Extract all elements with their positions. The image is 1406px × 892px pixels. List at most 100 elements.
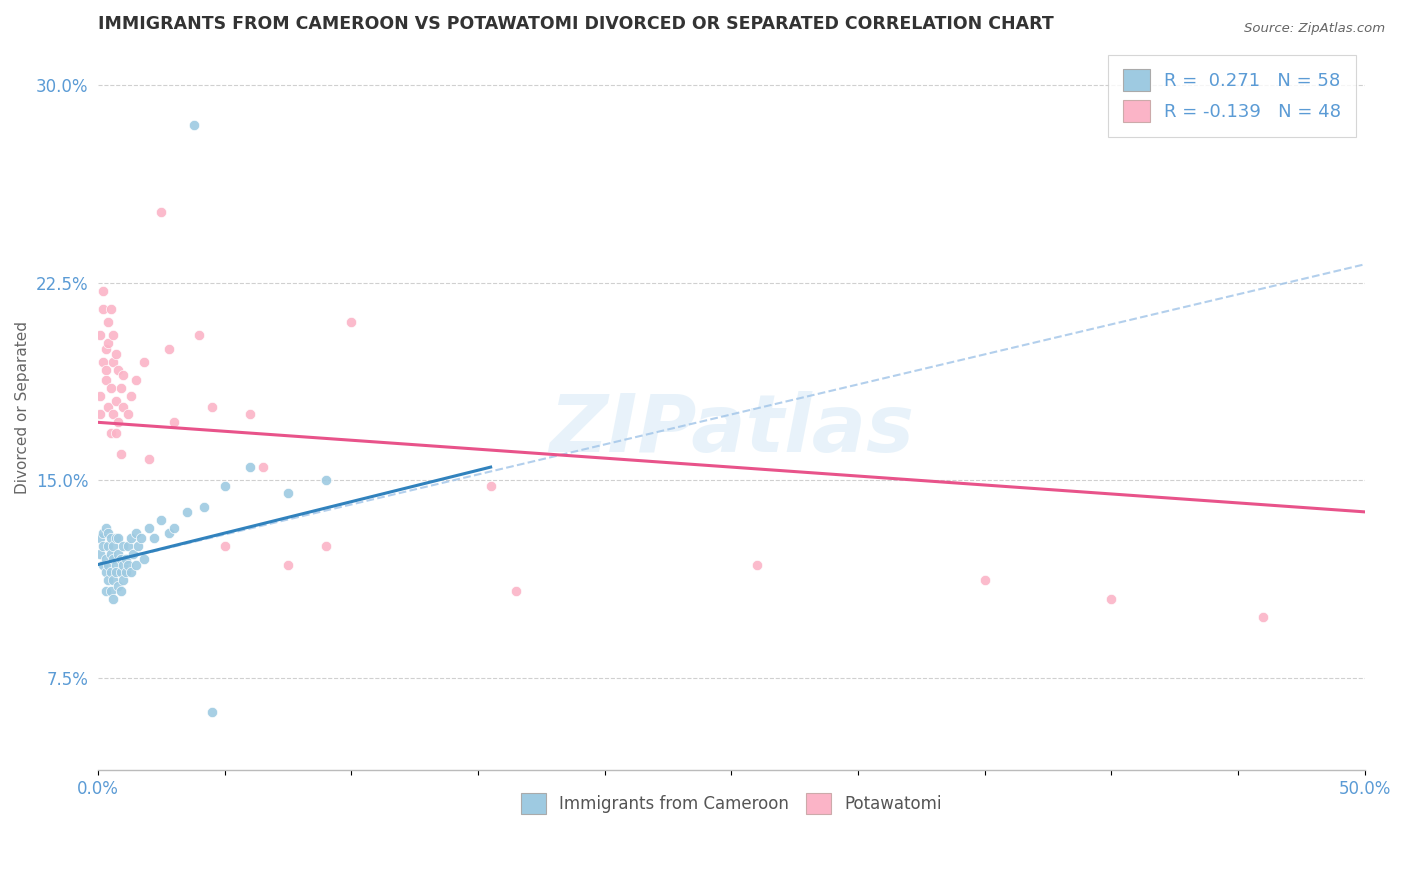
- Point: [104, 347, 127, 361]
- Point: [89, 531, 111, 545]
- Point: [107, 362, 129, 376]
- Point: [745, 558, 768, 572]
- Point: [277, 486, 299, 500]
- Point: [107, 547, 129, 561]
- Point: [110, 447, 132, 461]
- Point: [163, 415, 186, 429]
- Point: [125, 558, 148, 572]
- Point: [94, 373, 117, 387]
- Point: [176, 505, 198, 519]
- Text: ZIPatlas: ZIPatlas: [548, 391, 914, 468]
- Point: [100, 583, 122, 598]
- Point: [117, 408, 139, 422]
- Point: [252, 460, 274, 475]
- Point: [89, 389, 111, 403]
- Point: [1099, 591, 1122, 606]
- Point: [277, 558, 299, 572]
- Point: [97, 558, 120, 572]
- Point: [138, 452, 160, 467]
- Point: [97, 525, 120, 540]
- Point: [157, 525, 180, 540]
- Point: [117, 539, 139, 553]
- Point: [100, 566, 122, 580]
- Point: [973, 574, 995, 588]
- Point: [97, 400, 120, 414]
- Point: [97, 539, 120, 553]
- Point: [214, 478, 236, 492]
- Point: [91, 539, 114, 553]
- Point: [110, 381, 132, 395]
- Point: [125, 525, 148, 540]
- Point: [117, 558, 139, 572]
- Point: [239, 460, 262, 475]
- Point: [201, 400, 224, 414]
- Point: [101, 574, 124, 588]
- Point: [101, 408, 124, 422]
- Point: [91, 284, 114, 298]
- Point: [125, 373, 148, 387]
- Text: IMMIGRANTS FROM CAMEROON VS POTAWATOMI DIVORCED OR SEPARATED CORRELATION CHART: IMMIGRANTS FROM CAMEROON VS POTAWATOMI D…: [98, 15, 1053, 33]
- Point: [100, 381, 122, 395]
- Point: [479, 478, 502, 492]
- Point: [201, 705, 224, 719]
- Point: [89, 547, 111, 561]
- Point: [97, 315, 120, 329]
- Point: [112, 400, 135, 414]
- Point: [94, 583, 117, 598]
- Point: [101, 539, 124, 553]
- Point: [114, 566, 136, 580]
- Point: [100, 301, 122, 316]
- Point: [127, 539, 149, 553]
- Point: [150, 513, 173, 527]
- Point: [104, 425, 127, 440]
- Point: [129, 531, 152, 545]
- Point: [214, 539, 236, 553]
- Point: [112, 539, 135, 553]
- Point: [193, 500, 215, 514]
- Point: [505, 583, 527, 598]
- Point: [107, 579, 129, 593]
- Legend: Immigrants from Cameroon, Potawatomi: Immigrants from Cameroon, Potawatomi: [508, 780, 955, 827]
- Point: [94, 566, 117, 580]
- Point: [91, 558, 114, 572]
- Point: [120, 531, 142, 545]
- Point: [101, 552, 124, 566]
- Point: [315, 473, 337, 487]
- Point: [340, 315, 363, 329]
- Point: [97, 574, 120, 588]
- Point: [120, 566, 142, 580]
- Point: [315, 539, 337, 553]
- Point: [104, 531, 127, 545]
- Point: [183, 118, 205, 132]
- Point: [114, 552, 136, 566]
- Point: [100, 531, 122, 545]
- Point: [94, 521, 117, 535]
- Point: [110, 583, 132, 598]
- Point: [89, 328, 111, 343]
- Text: Source: ZipAtlas.com: Source: ZipAtlas.com: [1244, 22, 1385, 36]
- Point: [142, 531, 165, 545]
- Point: [1253, 610, 1275, 624]
- Point: [89, 408, 111, 422]
- Point: [101, 355, 124, 369]
- Point: [112, 574, 135, 588]
- Point: [104, 566, 127, 580]
- Point: [107, 415, 129, 429]
- Point: [163, 521, 186, 535]
- Point: [188, 328, 211, 343]
- Point: [138, 521, 160, 535]
- Point: [122, 547, 145, 561]
- Point: [110, 552, 132, 566]
- Point: [132, 355, 155, 369]
- Point: [94, 362, 117, 376]
- Point: [112, 368, 135, 382]
- Point: [157, 342, 180, 356]
- Point: [104, 394, 127, 409]
- Point: [120, 389, 142, 403]
- Point: [94, 342, 117, 356]
- Point: [104, 558, 127, 572]
- Point: [150, 204, 173, 219]
- Y-axis label: Divorced or Separated: Divorced or Separated: [15, 321, 30, 494]
- Point: [101, 328, 124, 343]
- Point: [91, 301, 114, 316]
